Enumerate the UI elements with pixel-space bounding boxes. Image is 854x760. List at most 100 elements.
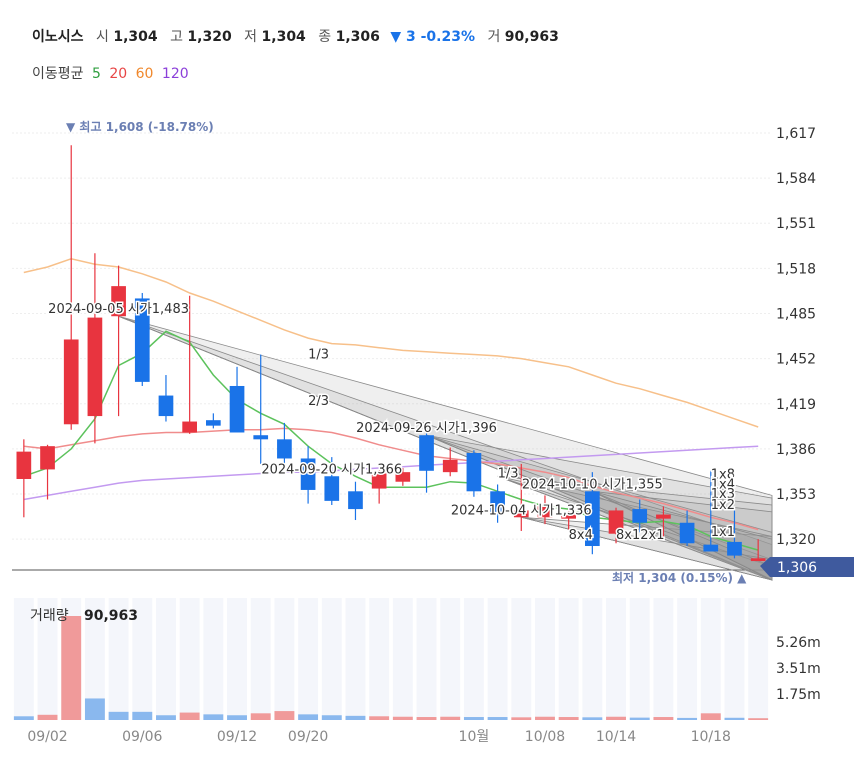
ma60-line xyxy=(23,258,759,428)
open-value: 1,304 xyxy=(113,29,158,45)
ma-legend[interactable]: 이동평균 5 20 60 120 xyxy=(32,63,193,83)
gann-label-9: 8x12x1 xyxy=(616,528,664,543)
volume-bar-9 xyxy=(227,715,247,720)
candle-body-10 xyxy=(253,435,269,440)
gann-label-8: 8x4 xyxy=(569,528,593,543)
high-value: 1,320 xyxy=(187,29,232,45)
close-label: 종 xyxy=(318,29,332,45)
ma-legend-5: 5 xyxy=(91,66,101,82)
volume-bg-28 xyxy=(677,598,698,720)
volume-label: 거 xyxy=(487,29,501,45)
volume-bg-17 xyxy=(416,598,437,720)
gann-label-14: 1x2 xyxy=(711,498,735,513)
gann-label-5: 1/3 xyxy=(498,466,519,481)
gann-fan-4-3 xyxy=(592,490,773,581)
volume-bar-26 xyxy=(629,717,650,720)
volume-bar-15 xyxy=(369,716,390,720)
y-tick-label: 1,419 xyxy=(776,397,816,413)
candles xyxy=(16,145,766,562)
volume-bar-1 xyxy=(37,714,58,720)
candle-body-15 xyxy=(371,473,387,489)
candle-body-25 xyxy=(608,510,624,534)
volume-bar-10 xyxy=(250,713,271,720)
volume-bg-26 xyxy=(629,598,650,720)
candle-body-7 xyxy=(182,421,197,433)
volume-bg-18 xyxy=(440,598,461,720)
candle-body-17 xyxy=(419,435,434,471)
volume-bar-3 xyxy=(84,698,105,720)
gann-label-13: 1x3 xyxy=(711,487,735,502)
candle-body-8 xyxy=(206,420,221,426)
candle-body-5 xyxy=(134,298,150,382)
volume-bg-31 xyxy=(748,598,769,720)
volume-bar-17 xyxy=(416,717,437,720)
volume-bg-1 xyxy=(37,598,58,720)
volume-bg-12 xyxy=(298,598,319,720)
volume-panel: 거래량 90,963 5.26m 3.51m 1.75m xyxy=(13,598,821,720)
ma120-line xyxy=(23,445,759,501)
candle-body-21 xyxy=(513,510,529,518)
candle-body-11 xyxy=(277,439,292,459)
ma-legend-60: 60 xyxy=(135,66,154,82)
volume-bar-7 xyxy=(179,712,200,720)
x-tick-label: 10/14 xyxy=(596,729,636,745)
volume-bg-7 xyxy=(179,598,200,720)
volume-bg-11 xyxy=(274,598,295,720)
candle-body-22 xyxy=(537,506,553,518)
gann-label-2: 2/3 xyxy=(308,394,329,409)
volume-bg-30 xyxy=(724,598,745,720)
volume-title: 거래량 xyxy=(30,608,69,624)
gann-label-7: 2024-10-04 시가1,336 xyxy=(451,503,592,518)
volume-bar-27 xyxy=(653,717,674,720)
volume-bar-24 xyxy=(582,717,603,720)
volume-bg-4 xyxy=(108,598,129,720)
candle-body-13 xyxy=(324,476,340,501)
volume-bar-8 xyxy=(203,714,224,720)
low-label: 저 xyxy=(244,29,258,45)
candle-body-2 xyxy=(63,339,79,425)
volume-bar-13 xyxy=(321,715,342,720)
gann-label-4: 2024-09-20 시가1,366 xyxy=(261,462,402,477)
high-marker: ▼ 최고 1,608 (-18.78%) xyxy=(66,119,214,134)
volume-bg-16 xyxy=(392,598,413,720)
volume-bg-9 xyxy=(227,598,247,720)
x-tick-label: 10/18 xyxy=(691,729,731,745)
volume-total: 90,963 xyxy=(84,608,138,624)
candle-body-12 xyxy=(300,458,316,490)
stock-header: 이노시스 시 1,304 고 1,320 저 1,304 종 1,306 ▼ 3… xyxy=(32,26,559,46)
low-value: 1,304 xyxy=(261,29,306,45)
candle-body-9 xyxy=(229,385,245,433)
y-tick-label: 1,617 xyxy=(776,126,816,142)
volume-bg-15 xyxy=(369,598,390,720)
y-tick-label: 1,485 xyxy=(776,306,816,322)
y-tick-label: 1,551 xyxy=(776,216,816,232)
volume-bar-5 xyxy=(132,711,153,720)
candle-body-24 xyxy=(585,491,600,547)
x-tick-label: 10월 xyxy=(459,729,490,745)
volume-bg-3 xyxy=(84,598,105,720)
volume-bar-29 xyxy=(700,713,721,720)
gann-label-0: 2024-09-05 시가1,483 xyxy=(48,302,189,317)
volume-bg-24 xyxy=(582,598,603,720)
change-value: ▼ 3 -0.23% xyxy=(390,29,475,45)
volume-bar-22 xyxy=(535,716,555,720)
ma-legend-120: 120 xyxy=(161,66,189,82)
volume-axis-label: 3.51m xyxy=(776,661,821,677)
volume-bg-8 xyxy=(203,598,224,720)
candle-body-19 xyxy=(466,453,482,492)
y-tick-label: 1,320 xyxy=(776,532,816,548)
current-price-tag xyxy=(760,557,854,577)
volume-bar-16 xyxy=(392,716,413,720)
volume-bg-0 xyxy=(13,598,34,720)
ma-legend-label: 이동평균 xyxy=(32,66,84,82)
gann-label-12: 1x4 xyxy=(711,477,735,492)
gann-label-6: 2024-10-10 시가1,355 xyxy=(522,477,663,492)
candle-body-1 xyxy=(40,446,55,470)
volume-bar-30 xyxy=(724,717,745,720)
high-label: 고 xyxy=(170,29,183,45)
volume-bar-20 xyxy=(487,717,508,720)
y-tick-label: 1,518 xyxy=(776,261,816,277)
volume-bar-25 xyxy=(606,716,626,720)
candle-body-16 xyxy=(395,472,411,482)
